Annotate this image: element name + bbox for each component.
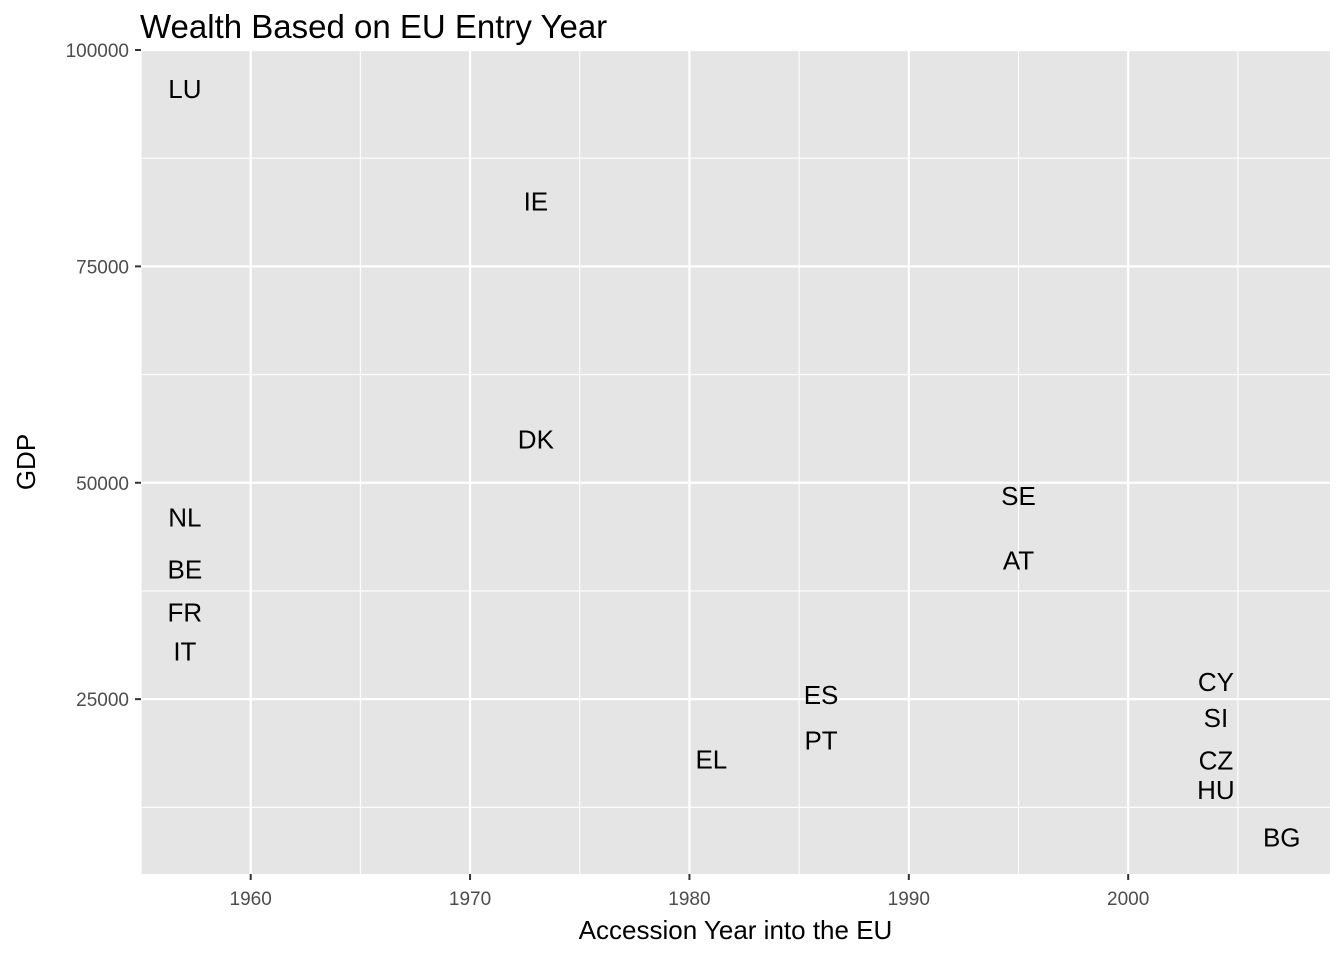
point-label-el: EL bbox=[695, 745, 727, 775]
point-label-at: AT bbox=[1003, 546, 1034, 576]
y-tick-label: 25000 bbox=[76, 690, 129, 711]
point-label-cy: CY bbox=[1198, 667, 1234, 697]
point-label-es: ES bbox=[804, 680, 839, 710]
y-tick-label: 100000 bbox=[66, 41, 129, 62]
major-gridlines bbox=[141, 48, 1330, 874]
chart-title: Wealth Based on EU Entry Year bbox=[140, 8, 608, 45]
y-tick-label: 75000 bbox=[76, 257, 129, 278]
point-label-ie: IE bbox=[524, 186, 549, 216]
point-label-it: IT bbox=[173, 637, 196, 667]
x-tick-label: 1980 bbox=[668, 889, 710, 910]
plot-panel bbox=[141, 50, 1330, 874]
point-label-se: SE bbox=[1001, 481, 1036, 511]
y-tick-label: 50000 bbox=[76, 474, 129, 495]
point-label-lu: LU bbox=[168, 74, 201, 104]
point-label-pt: PT bbox=[804, 726, 837, 756]
x-tick-label: 2000 bbox=[1107, 889, 1149, 910]
point-label-hu: HU bbox=[1197, 775, 1235, 805]
point-label-bg: BG bbox=[1263, 823, 1301, 853]
y-axis-title: GDP bbox=[11, 434, 41, 490]
point-label-be: BE bbox=[168, 554, 203, 584]
x-axis-title: Accession Year into the EU bbox=[579, 915, 893, 945]
point-label-cz: CZ bbox=[1199, 746, 1234, 776]
point-label-dk: DK bbox=[518, 424, 555, 454]
point-label-nl: NL bbox=[168, 502, 201, 532]
minor-gridlines bbox=[140, 50, 1330, 874]
x-tick-label: 1990 bbox=[888, 889, 930, 910]
x-tick-label: 1970 bbox=[449, 889, 491, 910]
x-tick-label: 1960 bbox=[230, 889, 272, 910]
tick-labels: 1960 1970 1980 1990 2000 25000 50000 75000 10000… bbox=[66, 41, 1150, 910]
axis-ticks bbox=[135, 49, 1130, 880]
point-label-si: SI bbox=[1204, 703, 1229, 733]
point-label-fr: FR bbox=[168, 598, 203, 628]
